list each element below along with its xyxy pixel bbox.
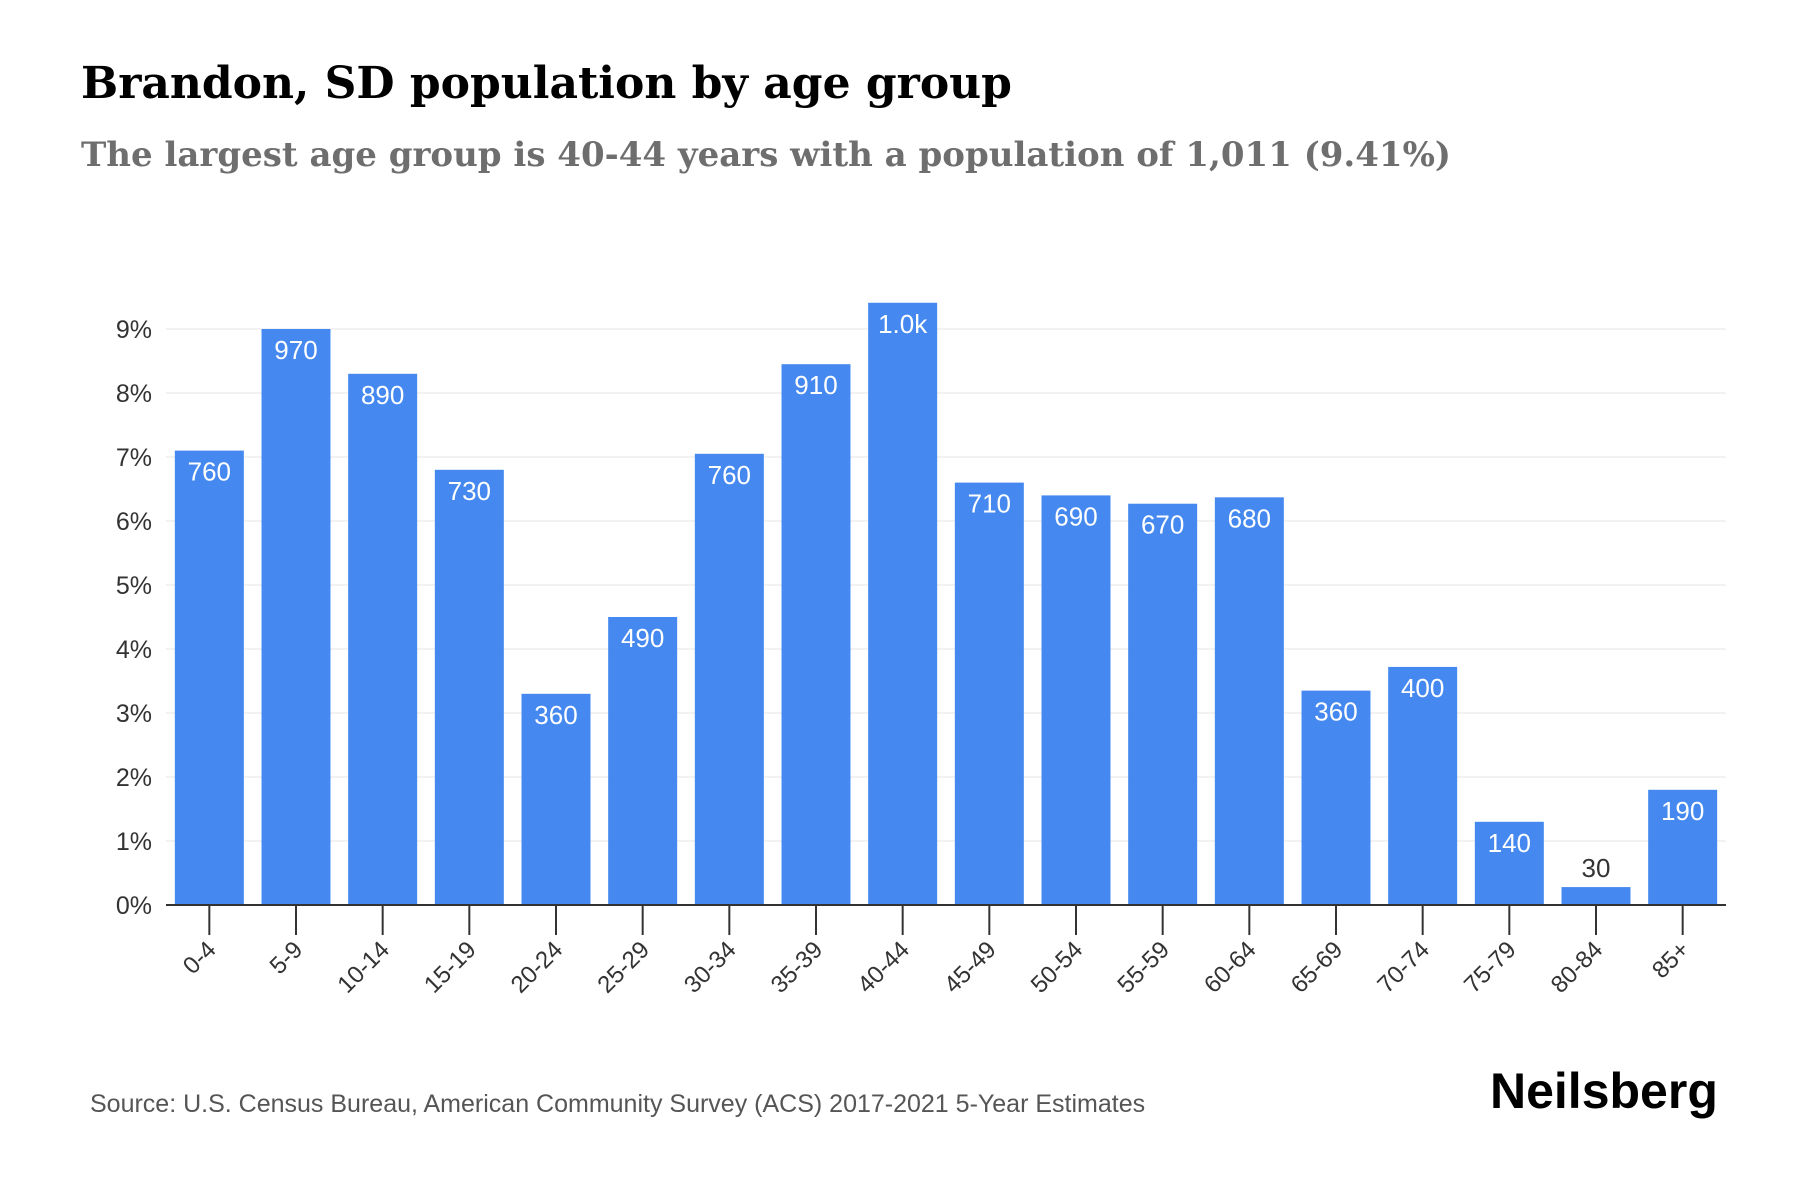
x-axis: 0-4 5-9 10-14 15-19 20-24 25-29 30-34 35-39 40-4…	[166, 904, 1726, 999]
x-tick-label: 25-29	[592, 936, 655, 999]
bar-50-54	[1041, 495, 1111, 905]
bar-value-label: 490	[621, 623, 664, 653]
x-tick-label: 65-69	[1286, 936, 1349, 999]
y-tick-label: 9%	[116, 316, 152, 344]
y-tick-label: 1%	[116, 828, 152, 856]
bar-value-label: 760	[708, 460, 751, 490]
bar-85+	[1648, 789, 1718, 905]
bar-value-label: 690	[1054, 501, 1097, 531]
y-tick-label: 5%	[116, 572, 152, 600]
x-tick-label: 50-54	[1026, 936, 1089, 999]
y-tick-label: 0%	[116, 892, 152, 920]
bar-80-84	[1561, 887, 1631, 905]
bar-chart: 0%1%2%3%4%5%6%7%8%9% 7609708907303604907…	[116, 302, 1726, 999]
bar-value-label: 890	[361, 380, 404, 410]
bars	[174, 302, 1718, 905]
y-tick-label: 3%	[116, 700, 152, 728]
bar-75-79	[1474, 821, 1544, 905]
x-tick-label: 60-64	[1199, 936, 1262, 999]
bar-70-74	[1388, 666, 1458, 905]
bar-value-label: 400	[1401, 673, 1444, 703]
gridlines	[166, 328, 1726, 842]
bar-value-label: 910	[794, 370, 837, 400]
source-note: Source: U.S. Census Bureau, American Com…	[90, 1090, 1146, 1118]
x-tick-label: 35-39	[766, 936, 829, 999]
bar-value-label: 30	[1582, 853, 1611, 883]
x-tick-label: 80-84	[1546, 936, 1609, 999]
x-tick-label: 10-14	[332, 936, 395, 999]
bar-value-label: 140	[1488, 828, 1531, 858]
bar-20-24	[521, 693, 591, 905]
x-tick-label: 75-79	[1459, 936, 1522, 999]
bar-10-14	[348, 373, 418, 905]
brand-logo: Neilsberg	[1490, 1063, 1718, 1119]
bar-value-label: 730	[448, 476, 491, 506]
bar-value-label: 1.0k	[878, 309, 928, 339]
x-tick-label: 40-44	[852, 936, 915, 999]
x-tick-label: 5-9	[265, 936, 309, 980]
x-tick-label: 0-4	[178, 936, 222, 980]
bar-15-19	[434, 469, 504, 905]
x-tick-label: 55-59	[1112, 936, 1175, 999]
x-tick-label: 45-49	[939, 936, 1002, 999]
bar-65-69	[1301, 690, 1371, 905]
y-tick-label: 2%	[116, 764, 152, 792]
bar-value-label: 680	[1228, 503, 1271, 533]
bar-60-64	[1214, 497, 1284, 905]
chart-title: Brandon, SD population by age group	[81, 58, 1012, 109]
bar-5-9	[261, 329, 331, 905]
bar-40-44	[868, 302, 938, 905]
x-tick-label: 20-24	[506, 936, 569, 999]
x-tick-label: 30-34	[679, 936, 742, 999]
x-tick-label: 70-74	[1372, 936, 1435, 999]
bar-25-29	[608, 617, 678, 905]
bar-45-49	[954, 482, 1024, 905]
bar-0-4	[174, 450, 244, 905]
bar-value-label: 760	[188, 457, 231, 487]
bar-value-label: 190	[1661, 796, 1704, 826]
bar-35-39	[781, 364, 851, 905]
bar-30-34	[694, 453, 764, 905]
y-tick-label: 6%	[116, 508, 152, 536]
y-tick-label: 4%	[116, 636, 152, 664]
x-tick-label: 15-19	[419, 936, 482, 999]
bar-value-label: 710	[968, 489, 1011, 519]
y-axis-ticks: 0% 1% 2% 3% 4% 5% 6% 7% 8% 9%	[116, 316, 152, 920]
bar-55-59	[1128, 503, 1198, 905]
bar-value-label: 360	[1314, 697, 1357, 727]
bar-value-label: 970	[274, 335, 317, 365]
y-tick-label: 8%	[116, 380, 152, 408]
y-tick-label: 7%	[116, 444, 152, 472]
x-tick-label: 85+	[1647, 936, 1695, 984]
bar-value-label: 360	[534, 700, 577, 730]
data-labels: 760 970 890 730 360 490 760 910 1.0k 710 690 670 680…	[188, 309, 1705, 883]
bar-value-label: 670	[1141, 510, 1184, 540]
chart-subtitle: The largest age group is 40-44 years wit…	[81, 135, 1451, 175]
